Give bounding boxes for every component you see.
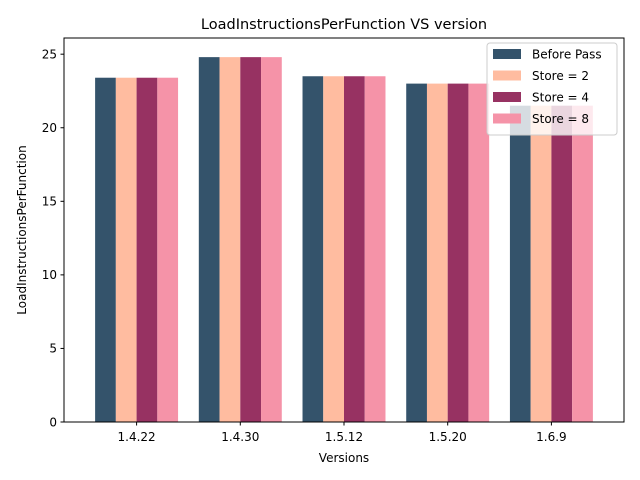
bar-before-pass-1-4-22: [95, 77, 116, 422]
bar-store-2-1-5-12: [323, 76, 344, 422]
y-tick-label: 10: [42, 268, 57, 282]
x-tick-label: 1.5.12: [325, 430, 363, 444]
chart-title: LoadInstructionsPerFunction VS version: [201, 17, 487, 33]
bar-before-pass-1-5-20: [406, 83, 427, 423]
bar-store-4-1-4-30: [240, 57, 262, 422]
bar-store-8-1-5-20: [468, 83, 490, 423]
bar-before-pass-1-4-30: [198, 57, 220, 422]
legend-box: [486, 42, 618, 136]
legend-swatch-before-pass: [493, 49, 521, 59]
bar-store-4-1-6-9: [551, 105, 573, 423]
bar-store-8-1-6-9: [572, 105, 593, 423]
y-tick-label: 20: [42, 121, 57, 135]
legend-swatch-store-2: [493, 70, 521, 81]
legend: Before Pass Store = 2 Store = 4 Store = 8: [486, 42, 618, 136]
x-axis-title: Versions: [319, 451, 369, 465]
x-tick-label: 1.4.30: [221, 430, 259, 444]
legend-label-before-pass: Before Pass: [532, 48, 602, 62]
bars-group: [95, 57, 593, 423]
bar-before-pass-1-6-9: [509, 105, 531, 423]
x-axis: 1.4.22 1.4.30 1.5.12 1.5.20 1.6.9: [118, 422, 567, 444]
legend-label-store-4: Store = 4: [532, 91, 589, 105]
bar-store-4-1-4-22: [136, 77, 158, 422]
x-tick-label: 1.4.22: [118, 430, 156, 444]
bar-store-8-1-4-22: [157, 77, 179, 422]
bar-store-8-1-5-12: [364, 76, 386, 422]
y-tick-label: 5: [49, 342, 57, 356]
legend-swatch-store-8: [493, 113, 521, 124]
bar-store-2-1-5-20: [426, 83, 448, 423]
y-tick-label: 25: [42, 47, 57, 61]
x-tick-label: 1.6.9: [536, 430, 567, 444]
y-axis: 0 5 10 15 20 25: [42, 47, 64, 429]
bar-store-4-1-5-20: [447, 83, 469, 423]
y-tick-label: 15: [42, 195, 57, 209]
y-tick-label: 0: [49, 415, 57, 429]
bar-store-2-1-4-22: [115, 77, 137, 422]
legend-label-store-8: Store = 8: [532, 112, 589, 126]
legend-label-store-2: Store = 2: [532, 69, 589, 83]
legend-swatch-store-4: [493, 92, 521, 102]
bar-store-2-1-6-9: [530, 105, 552, 423]
y-axis-title: LoadInstructionsPerFunction: [15, 145, 29, 314]
bar-store-8-1-4-30: [261, 57, 282, 422]
bar-before-pass-1-5-12: [302, 76, 324, 422]
bar-store-2-1-4-30: [219, 57, 241, 422]
x-tick-label: 1.5.20: [429, 430, 467, 444]
bar-store-4-1-5-12: [344, 76, 365, 422]
